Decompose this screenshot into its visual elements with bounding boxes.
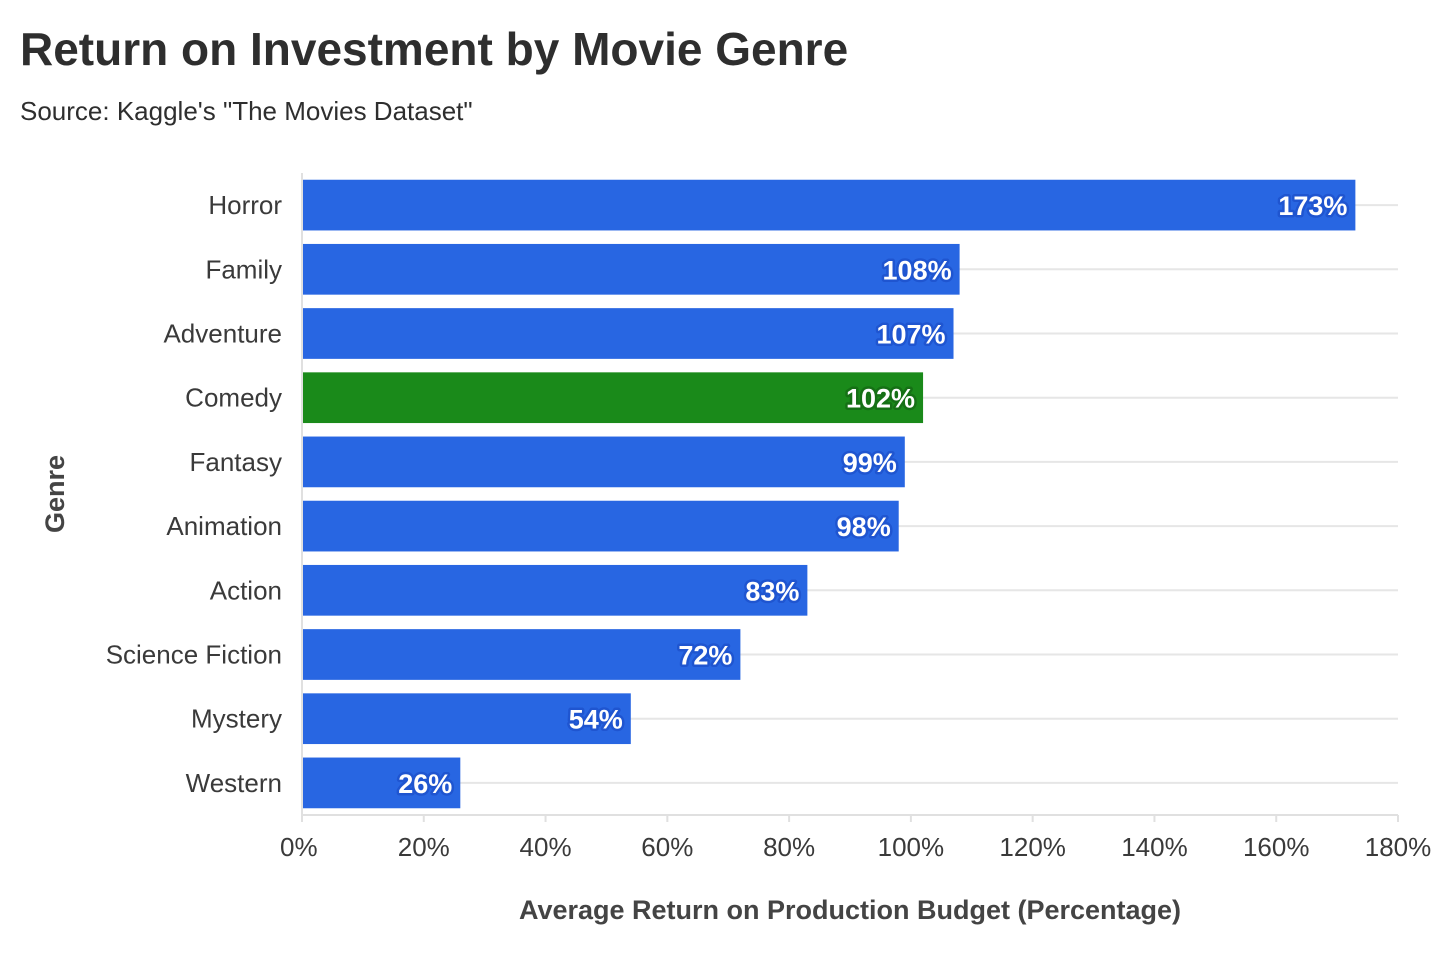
x-tick-label: 160%: [1243, 832, 1310, 862]
category-label: Adventure: [163, 319, 282, 349]
data-label: 98%: [837, 512, 891, 542]
x-axis-title: Average Return on Production Budget (Per…: [519, 895, 1181, 925]
category-label: Action: [210, 575, 282, 605]
category-label: Fantasy: [190, 447, 283, 477]
bar-mystery: [302, 693, 631, 745]
x-tick-label: 180%: [1365, 832, 1432, 862]
x-tick-label: 100%: [878, 832, 945, 862]
category-label: Family: [205, 254, 282, 284]
bar-western: [302, 757, 461, 809]
data-label: 26%: [398, 769, 452, 799]
bar-adventure: [302, 308, 954, 359]
data-label: 173%: [1278, 191, 1347, 221]
x-tick-label: 60%: [641, 832, 693, 862]
bar-science-fiction: [302, 629, 741, 680]
bar-comedy: [302, 372, 924, 424]
data-label: 107%: [876, 320, 945, 350]
data-label: 99%: [843, 448, 897, 478]
category-label: Western: [186, 768, 282, 798]
category-label: Horror: [208, 190, 282, 220]
x-tick-label: 20%: [398, 832, 450, 862]
x-axis: 0% 20% 40% 60% 80% 100% 120% 140% 160% 180%: [280, 173, 1431, 862]
data-label: 102%: [846, 384, 915, 414]
x-tick-label: 80%: [763, 832, 815, 862]
chart-title: Return on Investment by Movie Genre: [20, 23, 849, 75]
y-axis-title: Genre: [40, 455, 70, 533]
data-labels: 173% 108% 107% 102% 99% 98% 83% 72% 54% 26%: [396, 189, 1350, 802]
bar-animation: [302, 500, 899, 552]
x-tick-label: 40%: [520, 832, 572, 862]
x-tick-label: 120%: [999, 832, 1066, 862]
category-label: Animation: [166, 511, 282, 541]
data-label: 108%: [883, 255, 952, 285]
bars: [302, 179, 1356, 809]
bar-horror: [302, 179, 1356, 231]
data-label: 54%: [569, 705, 623, 735]
category-labels: Horror Family Adventure Comedy Fantasy Animat…: [106, 190, 283, 798]
data-label: 72%: [678, 641, 732, 671]
x-tick-label: 0%: [280, 832, 318, 862]
category-label: Mystery: [191, 704, 282, 734]
category-label: Comedy: [185, 383, 282, 413]
bar-fantasy: [302, 436, 905, 488]
data-label: 83%: [745, 576, 799, 606]
bar-family: [302, 243, 960, 295]
category-label: Science Fiction: [106, 640, 282, 670]
x-tick-label: 140%: [1121, 832, 1188, 862]
bar-action: [302, 564, 808, 616]
chart-subtitle: Source: Kaggle's "The Movies Dataset": [20, 96, 473, 126]
